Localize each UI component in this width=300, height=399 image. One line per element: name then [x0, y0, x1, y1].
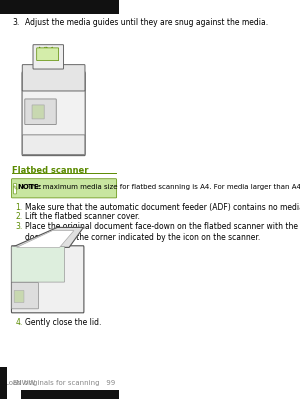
FancyBboxPatch shape — [22, 135, 85, 154]
Text: NOTE:: NOTE: — [17, 184, 41, 190]
FancyBboxPatch shape — [11, 246, 84, 313]
Bar — [0, 0, 119, 14]
Text: Lift the flatbed scanner cover.: Lift the flatbed scanner cover. — [25, 212, 140, 221]
Text: Place the original document face-down on the flatbed scanner with the upper-left: Place the original document face-down on… — [25, 222, 300, 242]
Text: 3.: 3. — [16, 222, 23, 231]
Text: Gently close the lid.: Gently close the lid. — [25, 318, 101, 328]
FancyBboxPatch shape — [32, 105, 44, 119]
Bar — [0, 367, 7, 399]
Text: ✎: ✎ — [12, 186, 18, 191]
FancyBboxPatch shape — [22, 65, 85, 91]
Text: Flatbed scanner: Flatbed scanner — [12, 166, 88, 175]
FancyBboxPatch shape — [14, 184, 16, 194]
FancyBboxPatch shape — [22, 72, 85, 156]
FancyBboxPatch shape — [37, 48, 58, 61]
FancyBboxPatch shape — [25, 99, 56, 124]
Text: Load originals for scanning   99: Load originals for scanning 99 — [5, 380, 116, 386]
Text: The maximum media size for flatbed scanning is A4. For media larger than A4, use: The maximum media size for flatbed scann… — [23, 184, 300, 190]
FancyBboxPatch shape — [12, 247, 64, 282]
Text: 4.: 4. — [16, 318, 23, 328]
Text: ENWW: ENWW — [12, 380, 35, 386]
Text: 1.: 1. — [16, 203, 22, 212]
Text: Adjust the media guides until they are snug against the media.: Adjust the media guides until they are s… — [25, 18, 268, 27]
Text: Make sure that the automatic document feeder (ADF) contains no media.: Make sure that the automatic document fe… — [25, 203, 300, 212]
Text: 3.: 3. — [12, 18, 19, 27]
FancyBboxPatch shape — [12, 282, 38, 309]
FancyBboxPatch shape — [11, 179, 117, 198]
Text: 2.: 2. — [16, 212, 22, 221]
Polygon shape — [12, 227, 83, 247]
Polygon shape — [17, 231, 74, 247]
Bar — [22, 390, 119, 399]
FancyBboxPatch shape — [14, 290, 24, 302]
FancyBboxPatch shape — [33, 45, 64, 69]
